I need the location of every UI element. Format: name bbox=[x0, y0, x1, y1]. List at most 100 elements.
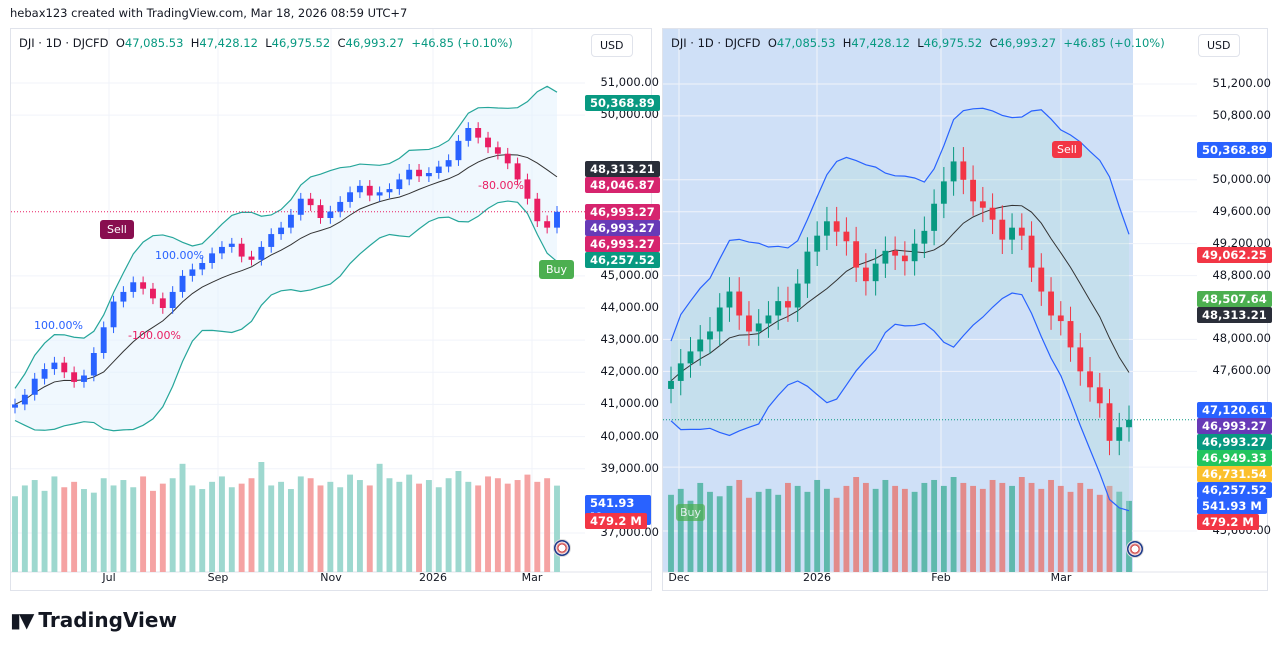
volume-bar bbox=[911, 491, 918, 572]
bollinger-band-fill bbox=[671, 108, 1129, 511]
candle-body bbox=[406, 169, 413, 180]
candle-body bbox=[524, 179, 531, 199]
volume-bar bbox=[901, 488, 908, 572]
pct-label: 100.00% bbox=[34, 319, 83, 332]
x-tick-label: Jul bbox=[102, 571, 116, 584]
price-tag: 46,257.52 bbox=[1197, 481, 1272, 498]
volume-bar bbox=[1126, 500, 1132, 572]
volume-bar bbox=[307, 478, 314, 572]
currency-button[interactable]: USD bbox=[1198, 34, 1240, 57]
volume-bar bbox=[940, 485, 947, 572]
volume-bar bbox=[435, 487, 442, 572]
candle-body bbox=[999, 219, 1006, 240]
volume-bar bbox=[90, 492, 97, 572]
candle-body bbox=[1018, 227, 1025, 236]
volume-bar bbox=[169, 478, 176, 572]
candle-body bbox=[189, 269, 196, 276]
volume-bar bbox=[736, 479, 743, 572]
volume-bar bbox=[950, 477, 957, 572]
volume-bar bbox=[366, 485, 373, 572]
volume-bar bbox=[179, 463, 186, 572]
candle-body bbox=[544, 221, 551, 228]
price-tag: 46,993.27 bbox=[585, 203, 660, 220]
volume-bar bbox=[287, 489, 294, 572]
candle-body bbox=[238, 243, 245, 257]
candle-body bbox=[668, 380, 674, 389]
candle-body bbox=[989, 207, 996, 220]
candle-body bbox=[199, 263, 206, 270]
y-tick-label: 51,000.00 bbox=[600, 75, 659, 89]
symbol-label[interactable]: DJI · 1D · DJCFD bbox=[19, 36, 109, 50]
symbol-label[interactable]: DJI · 1D · DJCFD bbox=[671, 36, 761, 50]
price-tag: 46,949.33 bbox=[1197, 449, 1272, 466]
candle-body bbox=[504, 153, 511, 164]
volume-bar bbox=[833, 497, 840, 572]
candle-body bbox=[31, 378, 38, 395]
pct-label: 100.00% bbox=[155, 249, 204, 262]
volume-bar bbox=[199, 489, 206, 572]
x-tick-label: 2026 bbox=[419, 571, 447, 584]
volume-bar bbox=[931, 479, 938, 572]
price-tag: 48,507.64 bbox=[1197, 290, 1272, 307]
sell-signal: Sell bbox=[1052, 141, 1082, 158]
bollinger-lower-line bbox=[670, 292, 1130, 512]
candle-body bbox=[1028, 235, 1035, 268]
volume-bar bbox=[960, 482, 967, 572]
candle-body bbox=[258, 246, 265, 260]
volume-bar bbox=[524, 474, 531, 572]
volume-bar bbox=[475, 485, 482, 572]
volume-bar bbox=[794, 485, 801, 572]
candle-body bbox=[327, 211, 334, 218]
volume-bar bbox=[278, 481, 285, 572]
tradingview-logo[interactable]: ▮▼ TradingView bbox=[10, 608, 177, 632]
left-chart-pane[interactable]: DJI · 1D · DJCFD O47,085.53 H47,428.12 L… bbox=[10, 28, 660, 591]
candle-body bbox=[716, 307, 723, 332]
volume-bar bbox=[209, 481, 216, 572]
volume-bar bbox=[317, 485, 324, 572]
candle-body bbox=[1096, 387, 1103, 404]
candle-body bbox=[228, 243, 235, 247]
buy-signal: Buy bbox=[676, 504, 706, 521]
y-tick-label: 47,600.00 bbox=[1212, 363, 1271, 378]
y-tick-label: 50,000.00 bbox=[1212, 171, 1271, 186]
candle-body bbox=[901, 255, 908, 262]
right-chart-canvas[interactable] bbox=[663, 29, 1267, 590]
open-value: 47,085.53 bbox=[776, 36, 836, 50]
candle-body bbox=[455, 140, 462, 161]
candle-body bbox=[554, 211, 560, 228]
price-tag: 48,313.21 bbox=[1197, 306, 1272, 323]
volume-bar bbox=[159, 483, 166, 572]
pct-label: -100.00% bbox=[128, 329, 181, 342]
price-tag: 48,313.21 bbox=[585, 161, 660, 178]
candle-body bbox=[823, 221, 830, 236]
candle-body bbox=[960, 161, 967, 180]
volume-bar bbox=[150, 490, 156, 572]
candle-body bbox=[534, 198, 541, 222]
us-flag-icon bbox=[553, 539, 571, 557]
volume-bar bbox=[999, 482, 1006, 572]
bollinger-upper-line bbox=[14, 85, 558, 389]
volume-bar bbox=[248, 478, 255, 572]
candle-body bbox=[475, 128, 482, 138]
volume-bar bbox=[485, 476, 491, 572]
candle-body bbox=[804, 251, 811, 284]
left-chart-canvas[interactable] bbox=[11, 29, 651, 590]
bollinger-band-fill bbox=[15, 86, 557, 431]
candle-body bbox=[376, 192, 383, 196]
candle-body bbox=[1077, 347, 1084, 372]
candle-body bbox=[347, 192, 354, 202]
candle-body bbox=[396, 179, 403, 190]
candle-body bbox=[843, 231, 850, 242]
candle-body bbox=[514, 163, 521, 180]
candle-body bbox=[726, 291, 733, 308]
y-tick-label: 48,800.00 bbox=[1212, 267, 1271, 282]
y-tick-label: 41,000.00 bbox=[600, 396, 659, 411]
candle-body bbox=[1009, 227, 1015, 240]
candle-body bbox=[169, 291, 176, 308]
price-tag: 48,046.87 bbox=[585, 177, 660, 194]
candle-body bbox=[755, 323, 762, 332]
volume-bar bbox=[356, 480, 363, 572]
currency-button[interactable]: USD bbox=[591, 34, 633, 57]
volume-bar bbox=[882, 479, 889, 572]
right-chart-pane[interactable]: DJI · 1D · DJCFD O47,085.53 H47,428.12 L… bbox=[662, 28, 1272, 591]
